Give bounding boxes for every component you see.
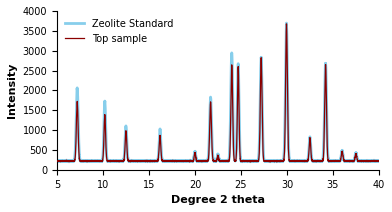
Zeolite Standard [377,160,381,162]
Zeolite Standard [211,156,215,159]
Zeolite Standard [272,160,277,163]
Top sample [176,160,181,162]
Zeolite Standard [139,160,144,162]
Top sample [272,160,277,163]
Top sample [377,160,381,162]
Zeolite Standard [176,160,181,162]
Top sample [183,160,187,163]
Top sample [67,160,71,163]
Top sample [72,160,76,162]
Zeolite Standard [183,160,187,163]
Zeolite Standard [72,159,76,162]
Zeolite Standard [67,160,71,163]
Zeolite Standard [54,160,59,162]
Legend: Zeolite Standard, Top sample: Zeolite Standard, Top sample [62,16,176,46]
Y-axis label: Intensity: Intensity [7,63,17,118]
Zeolite Standard [284,22,289,24]
Top sample [139,160,144,162]
X-axis label: Degree 2 theta: Degree 2 theta [171,195,265,205]
Top sample [54,160,59,162]
Line: Top sample: Top sample [57,24,379,162]
Top sample [211,159,215,161]
Top sample [284,23,289,25]
Line: Zeolite Standard: Zeolite Standard [57,23,379,162]
